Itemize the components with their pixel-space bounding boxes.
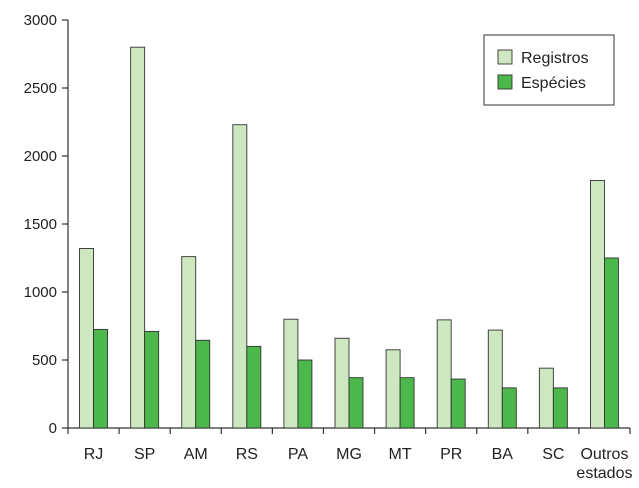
x-category-label: RS xyxy=(236,446,258,463)
bar-espcies-mt xyxy=(399,377,415,429)
bar-registros-mg xyxy=(334,337,350,429)
bar-espcies-pr xyxy=(450,378,466,429)
bar-espcies-mg xyxy=(348,377,364,429)
bar-registros-sc xyxy=(538,367,554,429)
x-category-label: MT xyxy=(389,446,412,463)
bar-espcies-am xyxy=(195,339,211,429)
x-category-label: PR xyxy=(440,446,462,463)
bar-espcies-outros-estados xyxy=(604,257,619,429)
bar-espcies-pa xyxy=(297,359,313,429)
x-category-label: RJ xyxy=(84,446,104,463)
y-tick-label: 2000 xyxy=(24,148,57,165)
y-tick-label: 500 xyxy=(32,352,57,369)
y-tick-label: 2500 xyxy=(24,80,57,97)
legend-label: Espécies xyxy=(521,75,586,92)
bar-registros-rs xyxy=(232,124,248,429)
bar-espcies-sp xyxy=(144,330,160,429)
y-axis: 0 500 1000 1500 2000 2500 3000 xyxy=(24,12,69,437)
x-axis: RJ SP AM RS PA MG MT PR BA SC Outros estados xyxy=(67,427,632,482)
x-category-label: AM xyxy=(184,446,208,463)
bar-registros-outros-estados xyxy=(590,180,605,429)
y-tick-label: 3000 xyxy=(24,12,57,29)
bar-registros-mt xyxy=(385,349,401,429)
bar-registros-ba xyxy=(487,329,503,429)
bar-espcies-rs xyxy=(246,345,262,429)
legend-swatch xyxy=(497,74,513,90)
bar-registros-pr xyxy=(436,319,452,429)
legend: Registros Espécies xyxy=(483,34,615,106)
legend-swatch xyxy=(497,49,513,65)
bar-registros-rj xyxy=(79,248,94,429)
legend-label: Registros xyxy=(521,50,589,67)
bar-espcies-rj xyxy=(93,328,108,429)
legend-box xyxy=(483,34,615,106)
x-category-label: SC xyxy=(542,446,564,463)
bars xyxy=(79,46,619,429)
x-category-label: Outros estados xyxy=(576,446,632,482)
x-category-label: SP xyxy=(134,446,155,463)
bar-registros-sp xyxy=(130,46,146,429)
y-tick-label: 1000 xyxy=(24,284,57,301)
x-category-label: BA xyxy=(492,446,514,463)
x-category-label: PA xyxy=(288,446,308,463)
bar-registros-pa xyxy=(283,318,299,429)
bar-espcies-ba xyxy=(501,387,517,429)
y-tick-label: 1500 xyxy=(24,216,57,233)
bar-espcies-sc xyxy=(552,387,568,429)
bar-registros-am xyxy=(181,256,197,429)
x-category-label: MG xyxy=(336,446,362,463)
y-tick-label: 0 xyxy=(49,420,57,437)
